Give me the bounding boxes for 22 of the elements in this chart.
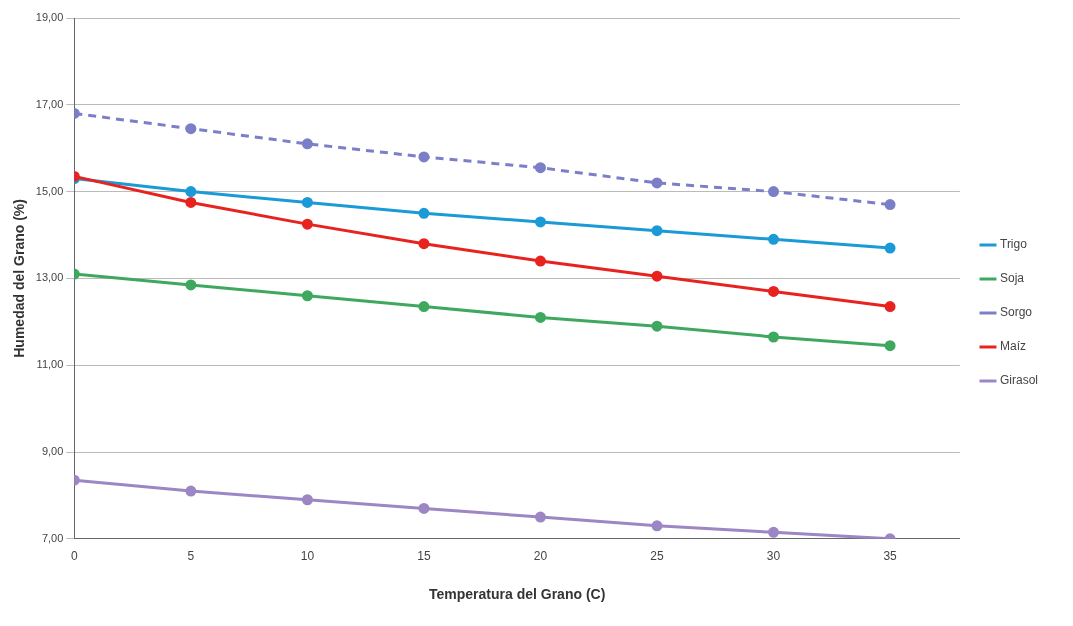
y-tick-label: 11,00 [36, 358, 64, 371]
legend-label: Girasol [999, 373, 1039, 388]
x-tick-label: 0 [70, 549, 78, 564]
x-tick-label: 35 [883, 549, 898, 564]
y-tick-label: 19,00 [35, 11, 64, 24]
legend-label: Trigo [999, 237, 1028, 252]
x-tick-label: 25 [650, 549, 664, 564]
x-tick-label: 15 [417, 549, 431, 564]
x-axis-title: Temperatura del Grano (C) [428, 586, 606, 603]
y-tick-label: 7,00 [41, 531, 64, 544]
y-tick-label: 15,00 [35, 184, 64, 197]
x-tick-label: 10 [300, 549, 315, 564]
legend-label: Sorgo [999, 305, 1033, 320]
x-tick-label: 5 [187, 549, 195, 564]
y-tick-label: 13,00 [35, 271, 64, 284]
y-tick-label: 17,00 [35, 97, 64, 110]
x-tick-label: 30 [766, 549, 781, 564]
y-axis-title: Humedad del Grano (%) [11, 199, 28, 358]
legend-label: Maíz [999, 339, 1027, 354]
x-tick-label: 20 [533, 549, 548, 564]
legend-label: Soja [999, 271, 1025, 286]
y-tick-label: 9,00 [41, 445, 64, 458]
